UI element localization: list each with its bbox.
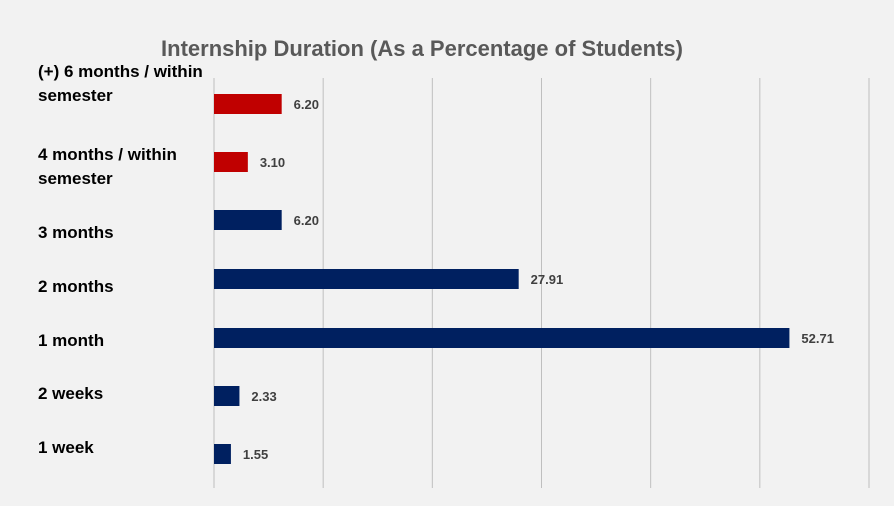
- category-label-6-months: (+) 6 months / within semester: [38, 62, 203, 105]
- category-label-3-months: 3 months: [38, 223, 114, 242]
- category-label-1-month: 1 month: [38, 331, 105, 350]
- data-label: 27.91: [531, 272, 564, 287]
- category-label-2-months: 2 months: [38, 277, 114, 296]
- bar: [214, 386, 240, 406]
- bar: [214, 444, 231, 464]
- data-label: 6.20: [294, 213, 319, 228]
- data-label: 1.55: [243, 447, 268, 462]
- data-label: 3.10: [260, 155, 285, 170]
- data-label: 6.20: [294, 97, 319, 112]
- category-label-2-weeks: 2 weeks: [38, 384, 104, 403]
- data-label: 52.71: [801, 331, 834, 346]
- bar: [214, 152, 248, 172]
- category-label-4-months: 4 months / within semester: [38, 145, 177, 188]
- data-label: 2.33: [251, 389, 276, 404]
- bar: [214, 94, 282, 114]
- bar: [214, 328, 790, 348]
- bar: [214, 210, 282, 230]
- category-label-1-week: 1 week: [38, 438, 94, 457]
- chart-title: Internship Duration (As a Percentage of …: [161, 36, 683, 61]
- bar: [214, 269, 519, 289]
